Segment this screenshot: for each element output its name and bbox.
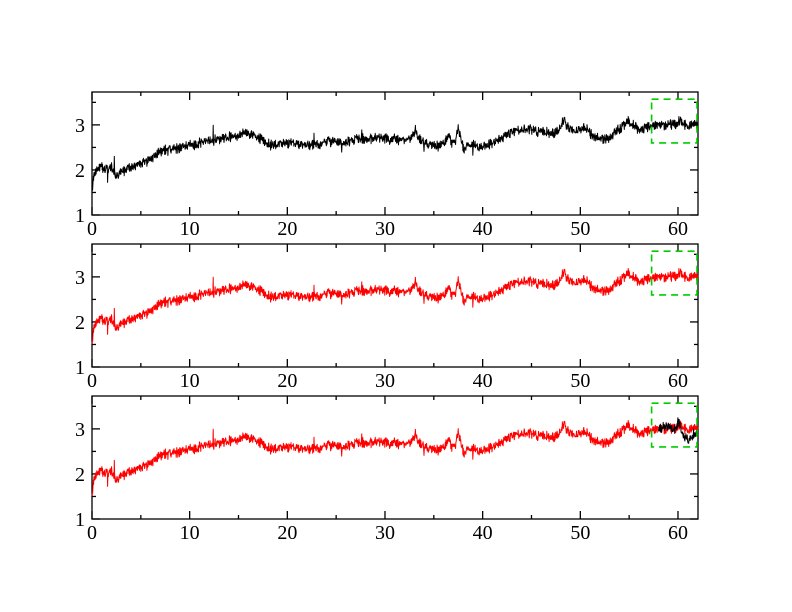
x-tick-label: 0 — [87, 522, 97, 544]
axis-frame — [91, 243, 699, 368]
highlight-box — [650, 402, 698, 448]
y-tick-label: 1 — [75, 357, 85, 379]
x-tick-label: 40 — [473, 522, 493, 544]
x-tick-label: 30 — [375, 522, 395, 544]
y-tick-label: 2 — [75, 464, 85, 486]
y-tick-label: 1 — [75, 509, 85, 531]
y-tick-label: 1 — [75, 205, 85, 227]
x-tick-label: 10 — [180, 218, 200, 240]
red-trace — [91, 420, 699, 496]
black-tail-trace — [657, 417, 699, 444]
axis-frame — [91, 91, 699, 216]
x-tick-label: 30 — [375, 218, 395, 240]
x-tick-label: 60 — [668, 522, 688, 544]
x-tick-label: 10 — [180, 370, 200, 392]
y-tick-label: 3 — [75, 115, 85, 137]
panel-top: 0 10 20 30 40 50 60 1 2 3 — [75, 91, 699, 240]
y-tick-label: 2 — [75, 312, 85, 334]
x-tick-label: 40 — [473, 218, 493, 240]
x-tick-label: 30 — [375, 370, 395, 392]
x-tick-label: 20 — [277, 218, 297, 240]
x-tick-label: 60 — [668, 218, 688, 240]
black-trace — [91, 116, 699, 192]
axis-frame — [91, 395, 699, 520]
panel-bottom: 0 10 20 30 40 50 60 1 2 3 — [75, 395, 699, 544]
x-tick-label: 60 — [668, 370, 688, 392]
y-tick-label: 3 — [75, 267, 85, 289]
x-tick-label: 50 — [570, 218, 590, 240]
x-tick-label: 50 — [570, 370, 590, 392]
highlight-box — [650, 250, 698, 296]
x-tick-label: 20 — [277, 370, 297, 392]
x-tick-label: 20 — [277, 522, 297, 544]
y-tick-label: 2 — [75, 160, 85, 182]
y-tick-label: 3 — [75, 419, 85, 441]
x-tick-label: 50 — [570, 522, 590, 544]
x-tick-label: 40 — [473, 370, 493, 392]
x-tick-label: 0 — [87, 370, 97, 392]
highlight-box — [650, 98, 698, 144]
red-trace — [91, 268, 699, 344]
x-tick-label: 0 — [87, 218, 97, 240]
panel-middle: 0 10 20 30 40 50 60 1 2 3 — [75, 243, 699, 392]
x-tick-label: 10 — [180, 522, 200, 544]
